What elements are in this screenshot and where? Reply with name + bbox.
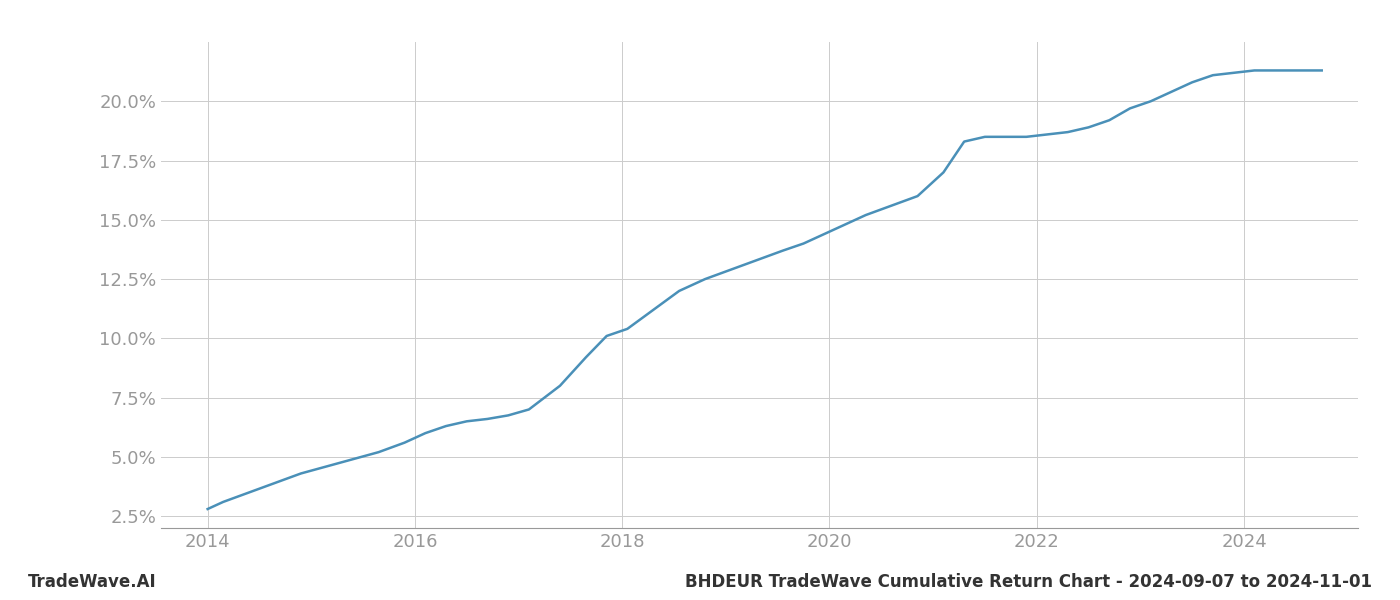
Text: TradeWave.AI: TradeWave.AI — [28, 573, 157, 591]
Text: BHDEUR TradeWave Cumulative Return Chart - 2024-09-07 to 2024-11-01: BHDEUR TradeWave Cumulative Return Chart… — [685, 573, 1372, 591]
